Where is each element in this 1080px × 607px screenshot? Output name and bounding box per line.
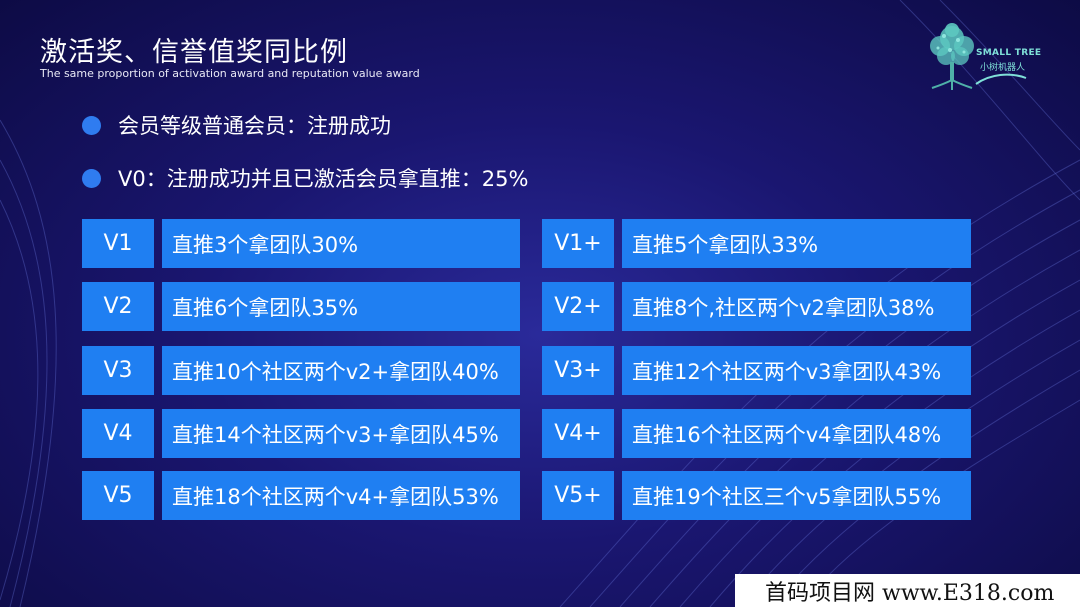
level-desc-v4-plus: 直推16个社区两个v4拿团队48% [622, 409, 971, 458]
level-desc-v5-plus: 直推19个社区三个v5拿团队55% [622, 471, 971, 520]
level-badge-v1-plus: V1+ [542, 219, 614, 268]
level-desc-v3-plus: 直推12个社区两个v3拿团队43% [622, 346, 971, 395]
level-desc-v2-plus: 直推8个,社区两个v2拿团队38% [622, 282, 971, 331]
bullet-text: V0：注册成功并且已激活会员拿直推：25% [118, 167, 529, 191]
level-desc-v5: 直推18个社区两个v4+拿团队53% [162, 471, 520, 520]
level-badge-v1: V1 [82, 219, 154, 268]
level-desc-v4: 直推14个社区两个v3+拿团队45% [162, 409, 520, 458]
tree-icon [930, 23, 974, 90]
level-badge-v2-plus: V2+ [542, 282, 614, 331]
page-title: 激活奖、信誉值奖同比例 [40, 37, 348, 68]
level-badge-v3: V3 [82, 346, 154, 395]
brand-logo: SMALL TREE 小树机器人 [924, 18, 1054, 94]
logo-name-cn: 小树机器人 [980, 63, 1026, 73]
level-badge-v5: V5 [82, 471, 154, 520]
bullet-dot-icon [82, 115, 101, 135]
level-desc-v1-plus: 直推5个拿团队33% [622, 219, 971, 268]
level-badge-v3-plus: V3+ [542, 346, 614, 395]
level-desc-v1: 直推3个拿团队30% [162, 219, 520, 268]
logo-name-en: SMALL TREE [976, 48, 1042, 58]
bullet-text: 会员等级普通会员：注册成功 [118, 114, 391, 138]
bullet-item-member: 会员等级普通会员：注册成功 [82, 110, 391, 140]
page-subtitle: The same proportion of activation award … [40, 67, 420, 80]
level-badge-v4-plus: V4+ [542, 409, 614, 458]
bullet-item-v0: V0：注册成功并且已激活会员拿直推：25% [82, 163, 528, 193]
level-desc-v2: 直推6个拿团队35% [162, 282, 520, 331]
level-desc-v3: 直推10个社区两个v2+拿团队40% [162, 346, 520, 395]
level-badge-v2: V2 [82, 282, 154, 331]
swoosh-icon [975, 73, 1027, 85]
bullet-dot-icon [82, 168, 101, 188]
level-badge-v5-plus: V5+ [542, 471, 614, 520]
site-watermark: 首码项目网 www.E318.com [735, 574, 1080, 607]
level-badge-v4: V4 [82, 409, 154, 458]
